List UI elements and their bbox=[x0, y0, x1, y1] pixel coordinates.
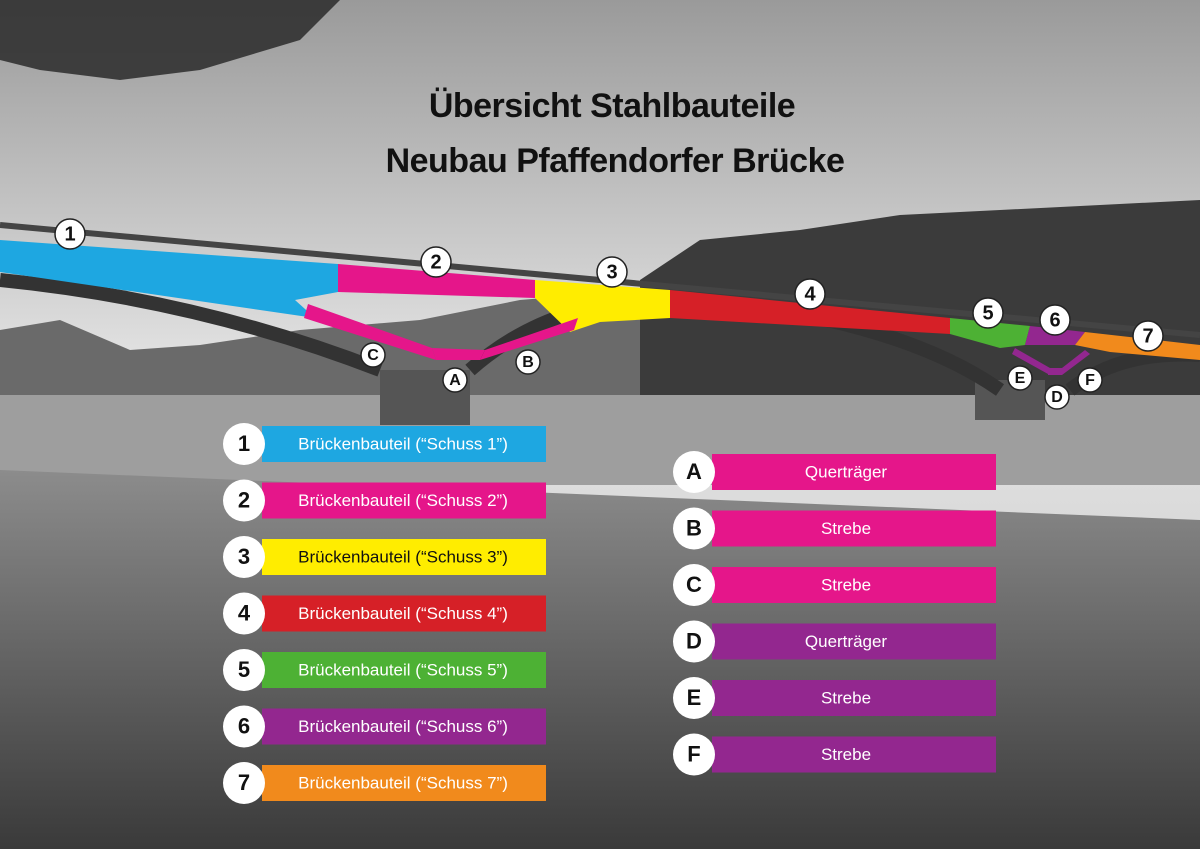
marker-label: 5 bbox=[982, 302, 993, 324]
marker-circle bbox=[54, 218, 86, 250]
legend-letter: B bbox=[686, 515, 702, 540]
marker-label: 4 bbox=[804, 283, 816, 305]
legend-label: Brückenbauteil (“Schuss 1”) bbox=[298, 434, 508, 453]
legend-bar bbox=[262, 539, 546, 575]
marker-label: 7 bbox=[1142, 325, 1153, 347]
legend-letter: A bbox=[686, 459, 702, 484]
legend-bar bbox=[262, 426, 546, 462]
legend-bar bbox=[262, 595, 546, 632]
bridge-segment bbox=[670, 290, 950, 334]
marker-circle bbox=[1077, 367, 1103, 393]
marker-circle bbox=[515, 349, 541, 375]
legend-circle bbox=[673, 451, 715, 493]
legend-number: 5 bbox=[238, 657, 250, 682]
legend-number: 3 bbox=[238, 544, 250, 569]
bridge-member bbox=[304, 304, 436, 360]
marker-circle bbox=[596, 256, 628, 288]
legend-label: Brückenbauteil (“Schuss 6”) bbox=[298, 717, 508, 736]
legend-bar bbox=[712, 736, 996, 773]
legend-number: 7 bbox=[238, 770, 250, 795]
marker-circle bbox=[1039, 304, 1071, 336]
legend-label: Brückenbauteil (“Schuss 7”) bbox=[298, 773, 508, 792]
legend-bar bbox=[712, 680, 996, 716]
legend-label: Querträger bbox=[805, 462, 888, 481]
marker-circle bbox=[972, 297, 1004, 329]
marker-label: F bbox=[1085, 372, 1095, 389]
legend-bar bbox=[262, 482, 546, 519]
bridge-segment bbox=[950, 318, 1030, 348]
legend-circle bbox=[223, 762, 265, 804]
bridge-segments bbox=[0, 240, 1200, 375]
legend-bar bbox=[712, 623, 996, 660]
marker-label: E bbox=[1015, 370, 1026, 387]
bridge-segment bbox=[0, 240, 338, 318]
legend-bar bbox=[712, 567, 996, 603]
marker-label: A bbox=[449, 372, 461, 389]
legend-bar bbox=[712, 510, 996, 547]
legend-bar bbox=[262, 652, 546, 688]
marker-label: B bbox=[522, 354, 534, 371]
legend-circle bbox=[673, 620, 715, 663]
marker-circle bbox=[794, 278, 826, 310]
marker-circle bbox=[442, 367, 468, 393]
bridge-member bbox=[1062, 350, 1090, 375]
legend-bar bbox=[712, 454, 996, 490]
legend-bar bbox=[262, 708, 546, 745]
bridge-member bbox=[480, 318, 578, 360]
legend-circle bbox=[223, 592, 265, 635]
legend-circle bbox=[673, 733, 715, 776]
legend-letter: E bbox=[687, 685, 702, 710]
legend-circle bbox=[223, 649, 265, 691]
legend-label: Strebe bbox=[821, 575, 871, 594]
marker-label: 2 bbox=[430, 251, 441, 273]
legend-circle bbox=[673, 507, 715, 550]
bridge-segment bbox=[535, 280, 670, 332]
legend-number: 6 bbox=[238, 713, 250, 738]
legend-letter: D bbox=[686, 628, 702, 653]
legend-number: 4 bbox=[238, 600, 251, 625]
marker-label: 3 bbox=[606, 261, 617, 283]
legend-circle bbox=[673, 677, 715, 719]
marker-label: D bbox=[1051, 389, 1063, 406]
legend-letter: C bbox=[686, 572, 702, 597]
marker-circle bbox=[420, 246, 452, 278]
legend-label: Brückenbauteil (“Schuss 4”) bbox=[298, 604, 508, 623]
bridge-segment bbox=[338, 264, 535, 298]
legend-label: Strebe bbox=[821, 688, 871, 707]
bridge-member bbox=[1048, 368, 1062, 375]
legend-label: Strebe bbox=[821, 519, 871, 538]
marker-circle bbox=[1044, 384, 1070, 410]
marker-label: 1 bbox=[64, 223, 75, 245]
marker-circle bbox=[360, 342, 386, 368]
marker-label: 6 bbox=[1049, 309, 1060, 331]
marker-circle bbox=[1007, 365, 1033, 391]
bridge-member bbox=[1012, 348, 1050, 374]
legend-number: 2 bbox=[238, 487, 250, 512]
legend-circle bbox=[223, 705, 265, 748]
legend-bar bbox=[262, 765, 546, 801]
labels: Übersicht Stahlbauteile Neubau Pfaffendo… bbox=[54, 87, 1164, 804]
bridge-member bbox=[432, 348, 485, 360]
title: Übersicht Stahlbauteile bbox=[429, 87, 795, 125]
marker-circle bbox=[1132, 320, 1164, 352]
legend-label: Strebe bbox=[821, 745, 871, 764]
legend-label: Brückenbauteil (“Schuss 3”) bbox=[298, 547, 508, 566]
legend-letter: F bbox=[687, 741, 700, 766]
legend-label: Brückenbauteil (“Schuss 5”) bbox=[298, 660, 508, 679]
title: Neubau Pfaffendorfer Brücke bbox=[386, 142, 845, 180]
legend-label: Brückenbauteil (“Schuss 2”) bbox=[298, 491, 508, 510]
legend-number: 1 bbox=[238, 431, 250, 456]
legend-circle bbox=[223, 479, 265, 522]
legend-circle bbox=[223, 423, 265, 465]
marker-label: C bbox=[367, 347, 379, 364]
legend-circle bbox=[673, 564, 715, 606]
legend-label: Querträger bbox=[805, 632, 888, 651]
legend-circle bbox=[223, 536, 265, 578]
